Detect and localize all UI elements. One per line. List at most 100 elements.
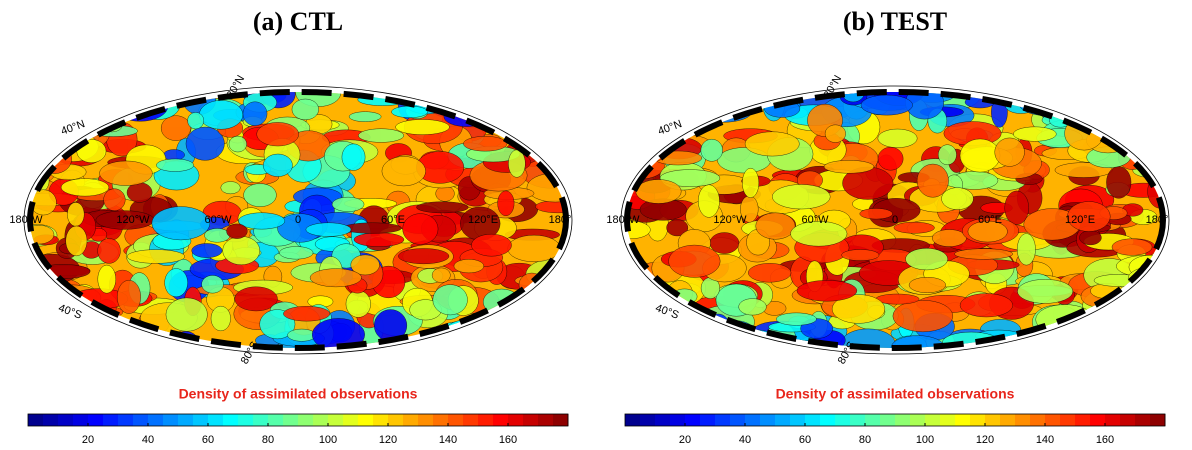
map-patch bbox=[710, 233, 739, 254]
map-patch bbox=[729, 96, 769, 106]
map-patch bbox=[1091, 336, 1121, 358]
map-patch bbox=[452, 331, 471, 353]
map-patch bbox=[613, 153, 664, 179]
map-patch bbox=[676, 102, 715, 126]
map-patch bbox=[1120, 118, 1153, 135]
map-patch bbox=[1035, 87, 1088, 103]
map-patch bbox=[60, 88, 107, 118]
map-patch bbox=[511, 101, 557, 127]
map-patch bbox=[161, 116, 191, 141]
map-patch bbox=[861, 95, 913, 115]
map-patch bbox=[917, 164, 949, 197]
map-patch bbox=[263, 154, 292, 177]
colorbar-segment bbox=[418, 414, 434, 426]
map-patch bbox=[436, 186, 455, 202]
map-patch bbox=[52, 92, 68, 111]
colorbar-segment bbox=[58, 414, 74, 426]
colorbar-segment bbox=[133, 414, 149, 426]
colorbar-segment bbox=[223, 414, 239, 426]
colorbar-tick-label: 140 bbox=[439, 434, 457, 446]
map-patch bbox=[19, 341, 54, 352]
colorbar-segment bbox=[463, 414, 479, 426]
map-patch bbox=[960, 139, 1000, 172]
map-patch bbox=[1073, 83, 1129, 108]
map-patch bbox=[70, 100, 124, 111]
map-patch bbox=[482, 321, 541, 347]
map-patch bbox=[542, 131, 583, 150]
map-patch bbox=[98, 265, 116, 293]
map-patch bbox=[713, 100, 742, 110]
colorbar-segment bbox=[478, 414, 494, 426]
map-patch bbox=[25, 97, 50, 107]
colorbar-segment bbox=[640, 414, 656, 426]
colorbar-tick-label: 100 bbox=[319, 434, 337, 446]
colorbar-segment bbox=[925, 414, 941, 426]
map-label: 120°W bbox=[713, 214, 747, 226]
colorbar-segment bbox=[820, 414, 836, 426]
colorbar-segment bbox=[850, 414, 866, 426]
colorbar-segment bbox=[163, 414, 179, 426]
colorbar-tick-label: 60 bbox=[799, 434, 811, 446]
map-patch bbox=[1056, 81, 1086, 113]
colorbar-segment bbox=[253, 414, 269, 426]
map-patch bbox=[720, 343, 742, 353]
map-patch bbox=[63, 96, 105, 112]
colorbar-segment bbox=[745, 414, 761, 426]
map-patch bbox=[41, 89, 78, 118]
colorbar-segment bbox=[985, 414, 1001, 426]
map-patch bbox=[459, 329, 485, 342]
map-patch bbox=[747, 94, 767, 107]
map-patch bbox=[670, 328, 711, 350]
map-patch bbox=[669, 245, 721, 277]
map-patch bbox=[525, 320, 553, 353]
colorbar-segment bbox=[940, 414, 956, 426]
map-patch bbox=[59, 85, 97, 110]
map-patch bbox=[382, 156, 426, 185]
map-patch bbox=[797, 280, 857, 301]
colorbar-segment bbox=[373, 414, 389, 426]
colorbar-segment bbox=[238, 414, 254, 426]
colorbar-tick-label: 120 bbox=[976, 434, 994, 446]
map-patch bbox=[482, 81, 503, 105]
colorbar-segment bbox=[1000, 414, 1016, 426]
map-patch bbox=[1129, 138, 1171, 151]
map-patch bbox=[636, 180, 681, 204]
colorbar-segment bbox=[805, 414, 821, 426]
map-patch bbox=[67, 202, 84, 226]
map-patch bbox=[1099, 326, 1156, 345]
colorbar-segment bbox=[448, 414, 464, 426]
map-patch bbox=[490, 93, 541, 119]
map-patch bbox=[117, 280, 140, 313]
map-patch bbox=[106, 330, 137, 344]
colorbar-segment bbox=[358, 414, 374, 426]
colorbar-segment bbox=[328, 414, 344, 426]
map-patch bbox=[392, 106, 428, 118]
map-patch bbox=[92, 333, 132, 361]
map-patch bbox=[535, 200, 580, 212]
map-patch bbox=[156, 159, 193, 172]
map-patch bbox=[607, 131, 666, 163]
map-patch bbox=[932, 230, 966, 247]
colorbar-segment bbox=[865, 414, 881, 426]
map-patch bbox=[1005, 191, 1029, 225]
colorbar-segment bbox=[343, 414, 359, 426]
map-patch bbox=[346, 290, 371, 317]
map-patch bbox=[1079, 331, 1111, 352]
panel-title: (a) CTL bbox=[253, 7, 343, 36]
map-patch bbox=[244, 184, 277, 207]
map-patch bbox=[909, 277, 946, 293]
map-patch bbox=[1139, 280, 1157, 302]
map-patch bbox=[477, 327, 520, 347]
map-patch bbox=[544, 127, 574, 153]
colorbar-segment bbox=[625, 414, 641, 426]
map-patch bbox=[1079, 230, 1101, 244]
colorbar-segment bbox=[1150, 414, 1166, 426]
map-patch bbox=[37, 107, 59, 134]
map-patch bbox=[878, 147, 903, 170]
map-patch bbox=[529, 279, 555, 308]
map-patch bbox=[1046, 324, 1068, 347]
map-patch bbox=[517, 332, 540, 363]
colorbar-segment bbox=[1015, 414, 1031, 426]
colorbar-tick-label: 120 bbox=[379, 434, 397, 446]
map-patch bbox=[527, 299, 584, 317]
